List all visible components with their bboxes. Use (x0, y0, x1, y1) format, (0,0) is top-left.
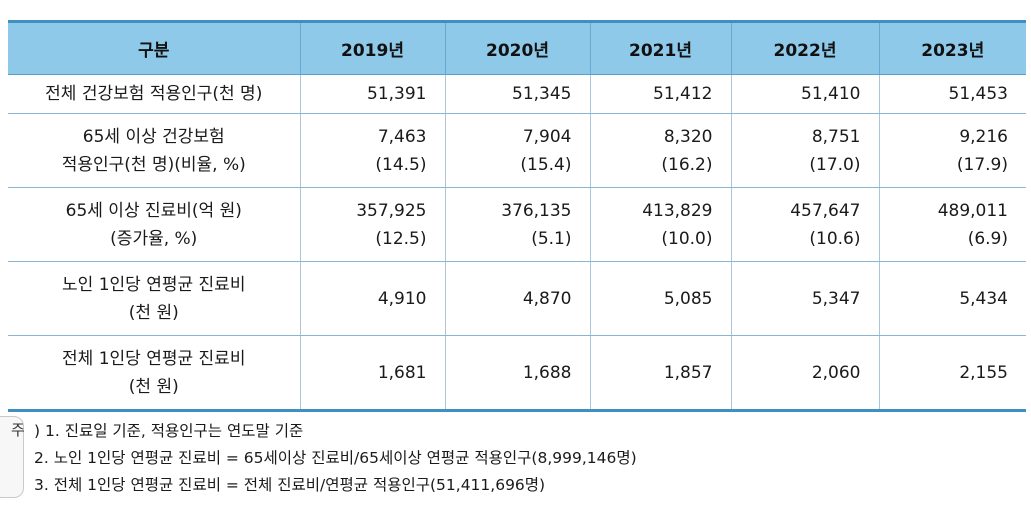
table-row: 65세 이상 건강보험 적용인구(천 명)(비율, %) 7,463 (14.5) … (8, 113, 1026, 188)
table-cell: 4,870 (444, 261, 590, 336)
table-cell: 2,060 (730, 335, 879, 412)
row-label: 전체 1인당 연평균 진료비 (천 원) (8, 335, 300, 412)
table-cell: 1,681 (299, 335, 445, 412)
table-cell: 4,910 (299, 261, 445, 336)
table-cell: 357,925 (12.5) (299, 187, 445, 262)
table-cell: 8,320 (16.2) (589, 113, 731, 188)
header-year: 2022년 (730, 20, 879, 75)
statistics-table: 구분 2019년 2020년 2021년 2022년 2023년 전체 건강보험… (8, 20, 1026, 412)
table-cell: 7,904 (15.4) (444, 113, 590, 188)
table-row: 전체 건강보험 적용인구(천 명) 51,391 51,345 51,412 5… (8, 74, 1026, 114)
footnote: 3. 전체 1인당 연평균 진료비 = 전체 진료비/연평균 적용인구(51,4… (34, 476, 546, 494)
footnotes: ) 1. 진료일 기준, 적용인구는 연도말 기준 2. 노인 1인당 연평균 … (34, 418, 637, 499)
notes-badge-label: 주 (11, 421, 25, 439)
table-cell: 8,751 (17.0) (730, 113, 879, 188)
table-cell: 9,216 (17.9) (878, 113, 1026, 188)
table-cell: 1,857 (589, 335, 731, 412)
table-cell: 51,391 (299, 74, 445, 114)
table-cell: 5,347 (730, 261, 879, 336)
row-label: 노인 1인당 연평균 진료비 (천 원) (8, 261, 300, 336)
header-year: 2020년 (444, 20, 590, 75)
table-cell: 51,410 (730, 74, 879, 114)
table-cell: 5,085 (589, 261, 731, 336)
table-row: 노인 1인당 연평균 진료비 (천 원) 4,910 4,870 5,085 5,… (8, 261, 1026, 336)
table-cell: 51,345 (444, 74, 590, 114)
table-cell: 51,453 (878, 74, 1026, 114)
header-category: 구분 (8, 20, 300, 75)
row-label: 65세 이상 건강보험 적용인구(천 명)(비율, %) (8, 113, 300, 188)
row-label: 65세 이상 진료비(억 원) (증가율, %) (8, 187, 300, 262)
table-cell: 2,155 (878, 335, 1026, 412)
table-cell: 457,647 (10.6) (730, 187, 879, 262)
header-year: 2019년 (299, 20, 445, 75)
table-cell: 413,829 (10.0) (589, 187, 731, 262)
header-year: 2023년 (878, 20, 1026, 75)
header-year: 2021년 (589, 20, 731, 75)
statistics-table-container: 구분 2019년 2020년 2021년 2022년 2023년 전체 건강보험… (8, 20, 1026, 412)
table-cell: 51,412 (589, 74, 731, 114)
notes-badge: 주 (0, 416, 25, 498)
table-cell: 489,011 (6.9) (878, 187, 1026, 262)
row-label: 전체 건강보험 적용인구(천 명) (8, 74, 300, 114)
table-cell: 1,688 (444, 335, 590, 412)
footnote: 2. 노인 1인당 연평균 진료비 = 65세이상 진료비/65세이상 연평균 … (34, 449, 637, 467)
table-row: 65세 이상 진료비(억 원) (증가율, %) 357,925 (12.5) 37… (8, 187, 1026, 262)
table-cell: 5,434 (878, 261, 1026, 336)
footnote: ) 1. 진료일 기준, 적용인구는 연도말 기준 (34, 422, 304, 440)
table-cell: 376,135 (5.1) (444, 187, 590, 262)
table-row: 전체 1인당 연평균 진료비 (천 원) 1,681 1,688 1,857 2,… (8, 335, 1026, 412)
table-cell: 7,463 (14.5) (299, 113, 445, 188)
header-row: 구분 2019년 2020년 2021년 2022년 2023년 (8, 20, 1026, 75)
